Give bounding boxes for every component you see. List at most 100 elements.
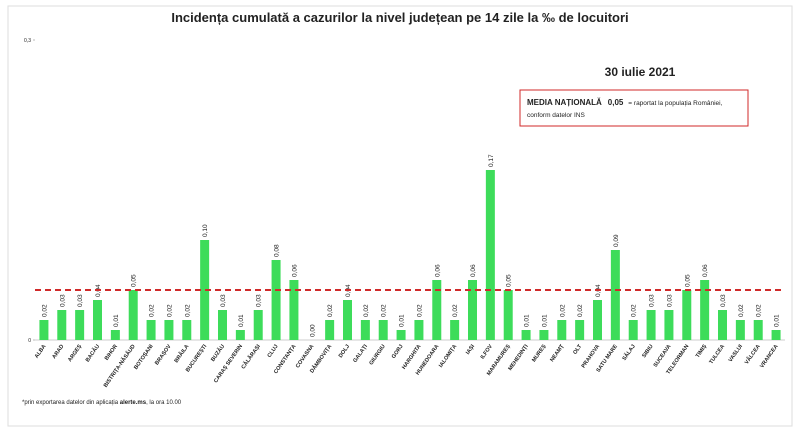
value-label: 0,02 bbox=[559, 304, 566, 317]
bar bbox=[468, 280, 477, 340]
x-tick-label: VRANCEA bbox=[759, 344, 780, 370]
x-tick-label: BIHOR bbox=[104, 344, 119, 362]
value-label: 0,03 bbox=[649, 294, 656, 307]
x-tick-label: GORJ bbox=[391, 344, 405, 360]
x-tick-label: ARGEȘ bbox=[67, 343, 83, 363]
x-tick-label: OLT bbox=[572, 343, 583, 356]
value-label: 0,01 bbox=[774, 314, 781, 327]
bar bbox=[146, 320, 156, 340]
bar bbox=[93, 300, 102, 340]
value-label: 0,03 bbox=[220, 294, 227, 307]
annotation: MEDIA NAȚIONALĂ 0,05 = raportat la popul… bbox=[527, 98, 723, 107]
x-tick-label: BISTRIȚA-NĂSĂUD bbox=[102, 343, 137, 389]
bar bbox=[200, 240, 210, 340]
bar bbox=[289, 280, 299, 340]
annotation-box bbox=[519, 89, 749, 127]
bar bbox=[735, 320, 745, 340]
value-label: 0,03 bbox=[59, 294, 66, 307]
bar bbox=[503, 290, 513, 340]
y-tick-label: 0 bbox=[28, 338, 31, 344]
value-label: 0,02 bbox=[184, 304, 191, 317]
bar bbox=[271, 260, 281, 340]
bar bbox=[682, 290, 692, 340]
x-tick-label: ILFOV bbox=[480, 343, 494, 360]
value-label: 0,03 bbox=[77, 294, 84, 307]
bar bbox=[128, 290, 138, 340]
footnote-text: alerte.ms bbox=[120, 400, 147, 406]
bar bbox=[164, 320, 174, 340]
footnote-text: *prin exportarea datelor din aplicația bbox=[22, 400, 120, 406]
annotation-text: = raportat la populația României, bbox=[628, 100, 722, 107]
bar bbox=[182, 320, 192, 340]
value-label: 0,05 bbox=[684, 274, 691, 287]
x-tick-label: BUZĂU bbox=[209, 343, 226, 363]
bar bbox=[646, 310, 656, 340]
value-label: 0,17 bbox=[488, 154, 495, 167]
x-tick-label: VASLUI bbox=[728, 343, 745, 363]
value-label: 0,05 bbox=[131, 274, 138, 287]
value-label: 0,01 bbox=[238, 314, 245, 327]
value-label: 0,02 bbox=[363, 304, 370, 317]
bar bbox=[450, 320, 460, 340]
bar bbox=[325, 320, 335, 340]
annotation-title: MEDIA NAȚIONALĂ bbox=[527, 98, 602, 107]
bar bbox=[378, 320, 388, 340]
bar bbox=[557, 320, 567, 340]
bar bbox=[593, 300, 602, 340]
value-label: 0,02 bbox=[327, 304, 334, 317]
x-tick-label: DOLJ bbox=[338, 344, 351, 359]
bar bbox=[57, 310, 67, 340]
bar bbox=[253, 310, 263, 340]
x-tick-label: TULCEA bbox=[708, 344, 726, 366]
bar bbox=[432, 280, 442, 340]
value-label: 0,08 bbox=[274, 244, 281, 257]
x-tick-label: BACĂU bbox=[84, 343, 101, 363]
bar bbox=[414, 320, 424, 340]
x-tick-label: GALAȚI bbox=[352, 343, 369, 364]
value-label: 0,02 bbox=[149, 304, 156, 317]
x-tick-label: ARAD bbox=[51, 344, 65, 360]
value-label: 0,02 bbox=[166, 304, 173, 317]
value-label: 0,10 bbox=[202, 224, 209, 237]
value-label: 0,02 bbox=[577, 304, 584, 317]
bar bbox=[753, 320, 763, 340]
bar bbox=[628, 320, 638, 340]
value-label: 0,00 bbox=[309, 324, 316, 337]
chart-title: Incidența cumulată a cazurilor la nivel … bbox=[171, 10, 628, 25]
x-tick-label: BRAȘOV bbox=[154, 343, 173, 366]
bar bbox=[218, 310, 227, 340]
value-label: 0,03 bbox=[666, 294, 673, 307]
value-label: 0,06 bbox=[470, 264, 477, 277]
bar bbox=[235, 330, 245, 340]
x-tick-label: NEAMȚ bbox=[549, 343, 565, 363]
x-tick-label: SĂLAJ bbox=[621, 343, 637, 362]
value-label: 0,02 bbox=[41, 304, 48, 317]
x-tick-label: MUREȘ bbox=[531, 343, 547, 363]
annotation-value: 0,05 bbox=[608, 98, 624, 107]
bar bbox=[700, 280, 710, 340]
chart-subtitle: 30 iulie 2021 bbox=[605, 65, 676, 79]
x-tick-label: IAȘI bbox=[465, 343, 476, 356]
x-tick-label: VÂLCEA bbox=[743, 343, 762, 366]
bar bbox=[610, 250, 620, 340]
footnote-text: , la ora 10.00 bbox=[146, 400, 182, 406]
bar bbox=[485, 170, 495, 340]
value-label: 0,03 bbox=[720, 294, 727, 307]
bar bbox=[718, 310, 727, 340]
value-label: 0,01 bbox=[524, 314, 531, 327]
value-label: 0,01 bbox=[399, 314, 406, 327]
x-tick-label: BRĂILA bbox=[173, 343, 191, 364]
value-label: 0,06 bbox=[291, 264, 298, 277]
bar bbox=[75, 310, 85, 340]
bar bbox=[575, 320, 585, 340]
frame bbox=[7, 5, 793, 427]
bar bbox=[664, 310, 674, 340]
value-label: 0,02 bbox=[381, 304, 388, 317]
x-tick-label: CLUJ bbox=[267, 344, 280, 359]
bar bbox=[343, 300, 352, 340]
bar bbox=[771, 330, 781, 340]
value-label: 0,02 bbox=[416, 304, 423, 317]
x-tick-label: TIMIȘ bbox=[695, 343, 709, 359]
value-label: 0,02 bbox=[756, 304, 763, 317]
